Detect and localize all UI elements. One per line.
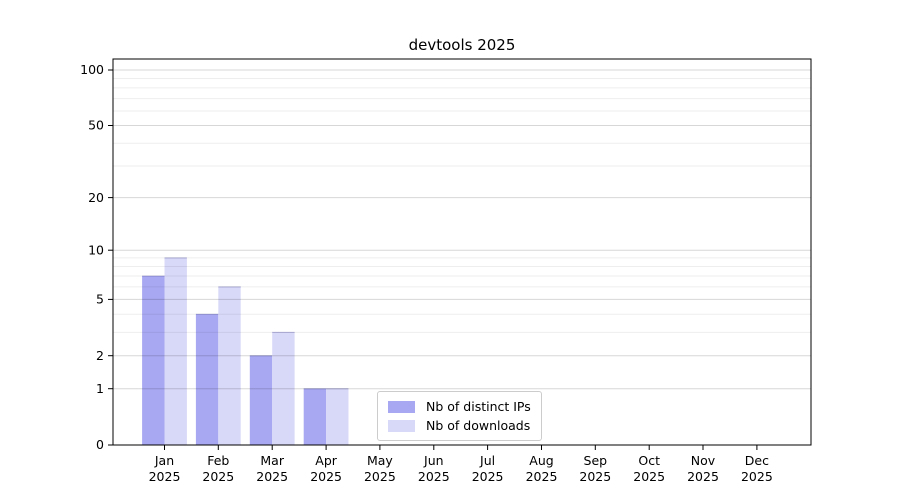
x-tick-label-month: Dec <box>745 453 769 468</box>
x-tick-label-month: Jul <box>479 453 495 468</box>
legend-item-downloads: Nb of downloads <box>388 418 531 433</box>
x-tick-label-year: 2025 <box>202 469 234 484</box>
x-tick-label-year: 2025 <box>579 469 611 484</box>
x-tick-label-month: Sep <box>584 453 608 468</box>
bar-downloads <box>164 257 187 445</box>
legend-swatch-distinct-ips <box>388 400 415 413</box>
bar-downloads <box>272 332 295 445</box>
legend: Nb of distinct IPs Nb of downloads <box>377 391 542 441</box>
x-tick-label-month: Mar <box>260 453 284 468</box>
x-tick-label-year: 2025 <box>687 469 719 484</box>
y-tick-label: 5 <box>96 292 104 307</box>
x-tick-label-month: May <box>367 453 393 468</box>
plot-border <box>112 58 812 446</box>
bar-distinct-ips <box>195 314 219 445</box>
bar-distinct-ips <box>303 388 327 445</box>
legend-label-downloads: Nb of downloads <box>426 418 531 433</box>
x-tick-label-year: 2025 <box>364 469 396 484</box>
x-tick-label-year: 2025 <box>149 469 181 484</box>
chart-title: devtools 2025 <box>408 36 516 54</box>
y-tick-label: 2 <box>96 348 104 363</box>
x-tick-label-month: Jan <box>154 453 174 468</box>
y-tick-label: 20 <box>88 190 104 205</box>
x-tick-label-month: Jun <box>423 453 444 468</box>
x-tick-label-year: 2025 <box>472 469 504 484</box>
x-tick-label-year: 2025 <box>256 469 288 484</box>
y-tick-label: 100 <box>80 62 104 77</box>
x-tick-label-month: Oct <box>638 453 660 468</box>
y-tick-label: 0 <box>96 437 104 452</box>
x-tick-label-month: Feb <box>207 453 229 468</box>
bar-downloads <box>218 286 241 445</box>
legend-label-distinct-ips: Nb of distinct IPs <box>426 399 531 414</box>
x-tick-label-month: Aug <box>529 453 553 468</box>
legend-swatch-downloads <box>388 419 415 432</box>
x-tick-label-year: 2025 <box>418 469 450 484</box>
x-tick-label-year: 2025 <box>633 469 665 484</box>
legend-item-distinct-ips: Nb of distinct IPs <box>388 399 531 414</box>
x-tick-label-year: 2025 <box>310 469 342 484</box>
bar-distinct-ips <box>249 355 273 445</box>
bar-downloads <box>326 388 349 445</box>
x-tick-label-month: Nov <box>691 453 716 468</box>
bar-distinct-ips <box>142 276 165 445</box>
x-tick-label-year: 2025 <box>526 469 558 484</box>
y-tick-label: 50 <box>88 118 104 133</box>
y-tick-label: 10 <box>88 242 104 257</box>
x-tick-label-year: 2025 <box>741 469 773 484</box>
x-tick-label-month: Apr <box>315 453 337 468</box>
y-tick-label: 1 <box>96 381 104 396</box>
